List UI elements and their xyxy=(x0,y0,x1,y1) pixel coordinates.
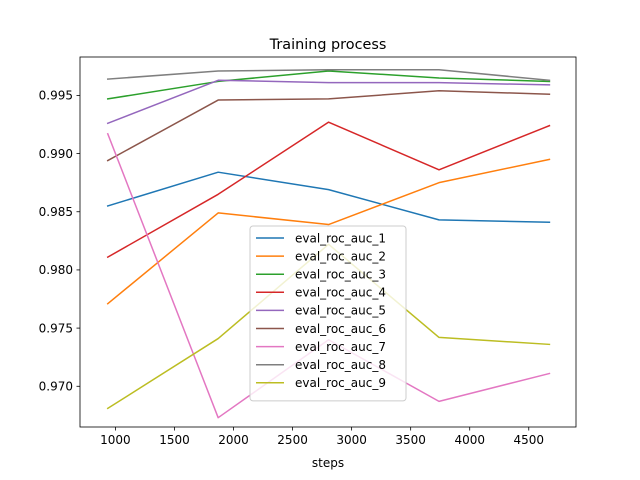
series-line-3 xyxy=(106,70,551,100)
legend-label-7: eval_roc_auc_7 xyxy=(295,340,386,354)
x-tick-label: 1000 xyxy=(100,433,131,447)
legend-label-2: eval_roc_auc_2 xyxy=(295,249,386,263)
y-tick-label: 0.970 xyxy=(39,380,73,394)
x-tick-label: 2500 xyxy=(277,433,308,447)
x-tick-label: 3500 xyxy=(395,433,426,447)
legend-label-8: eval_roc_auc_8 xyxy=(295,358,386,372)
series-line-8 xyxy=(106,69,551,82)
y-tick-label: 0.995 xyxy=(39,89,73,103)
y-tick-label: 0.985 xyxy=(39,205,73,219)
legend-label-6: eval_roc_auc_6 xyxy=(295,322,386,336)
series-line-5 xyxy=(106,79,551,125)
chart-title: Training process xyxy=(269,37,387,53)
x-tick-label: 1500 xyxy=(159,433,190,447)
legend-label-4: eval_roc_auc_4 xyxy=(295,286,386,300)
x-tick-label: 2000 xyxy=(218,433,249,447)
legend-label-3: eval_roc_auc_3 xyxy=(295,268,386,282)
y-tick-label: 0.990 xyxy=(39,147,73,161)
series-line-6 xyxy=(106,89,551,162)
legend-label-5: eval_roc_auc_5 xyxy=(295,304,386,318)
legend-label-1: eval_roc_auc_1 xyxy=(295,231,386,245)
legend: eval_roc_auc_1 eval_roc_auc_2 eval_roc_auc… xyxy=(249,225,407,402)
x-tick-label: 3000 xyxy=(336,433,367,447)
series-line-4 xyxy=(106,121,551,259)
y-tick-label: 0.975 xyxy=(39,321,73,335)
legend-label-9: eval_roc_auc_9 xyxy=(295,376,386,390)
plot-area: 1000 1500 2000 2500 3000 3500 4000 4500 0.970 0.9… xyxy=(39,56,577,447)
series-line-1 xyxy=(106,171,551,223)
x-tick-label: 4500 xyxy=(513,433,544,447)
y-tick-label: 0.980 xyxy=(39,263,73,277)
series-line-2 xyxy=(106,158,551,305)
legend-box xyxy=(249,225,407,402)
x-tick-label: 4000 xyxy=(454,433,485,447)
axes-frame xyxy=(79,56,577,428)
x-axis-label: steps xyxy=(312,456,344,470)
